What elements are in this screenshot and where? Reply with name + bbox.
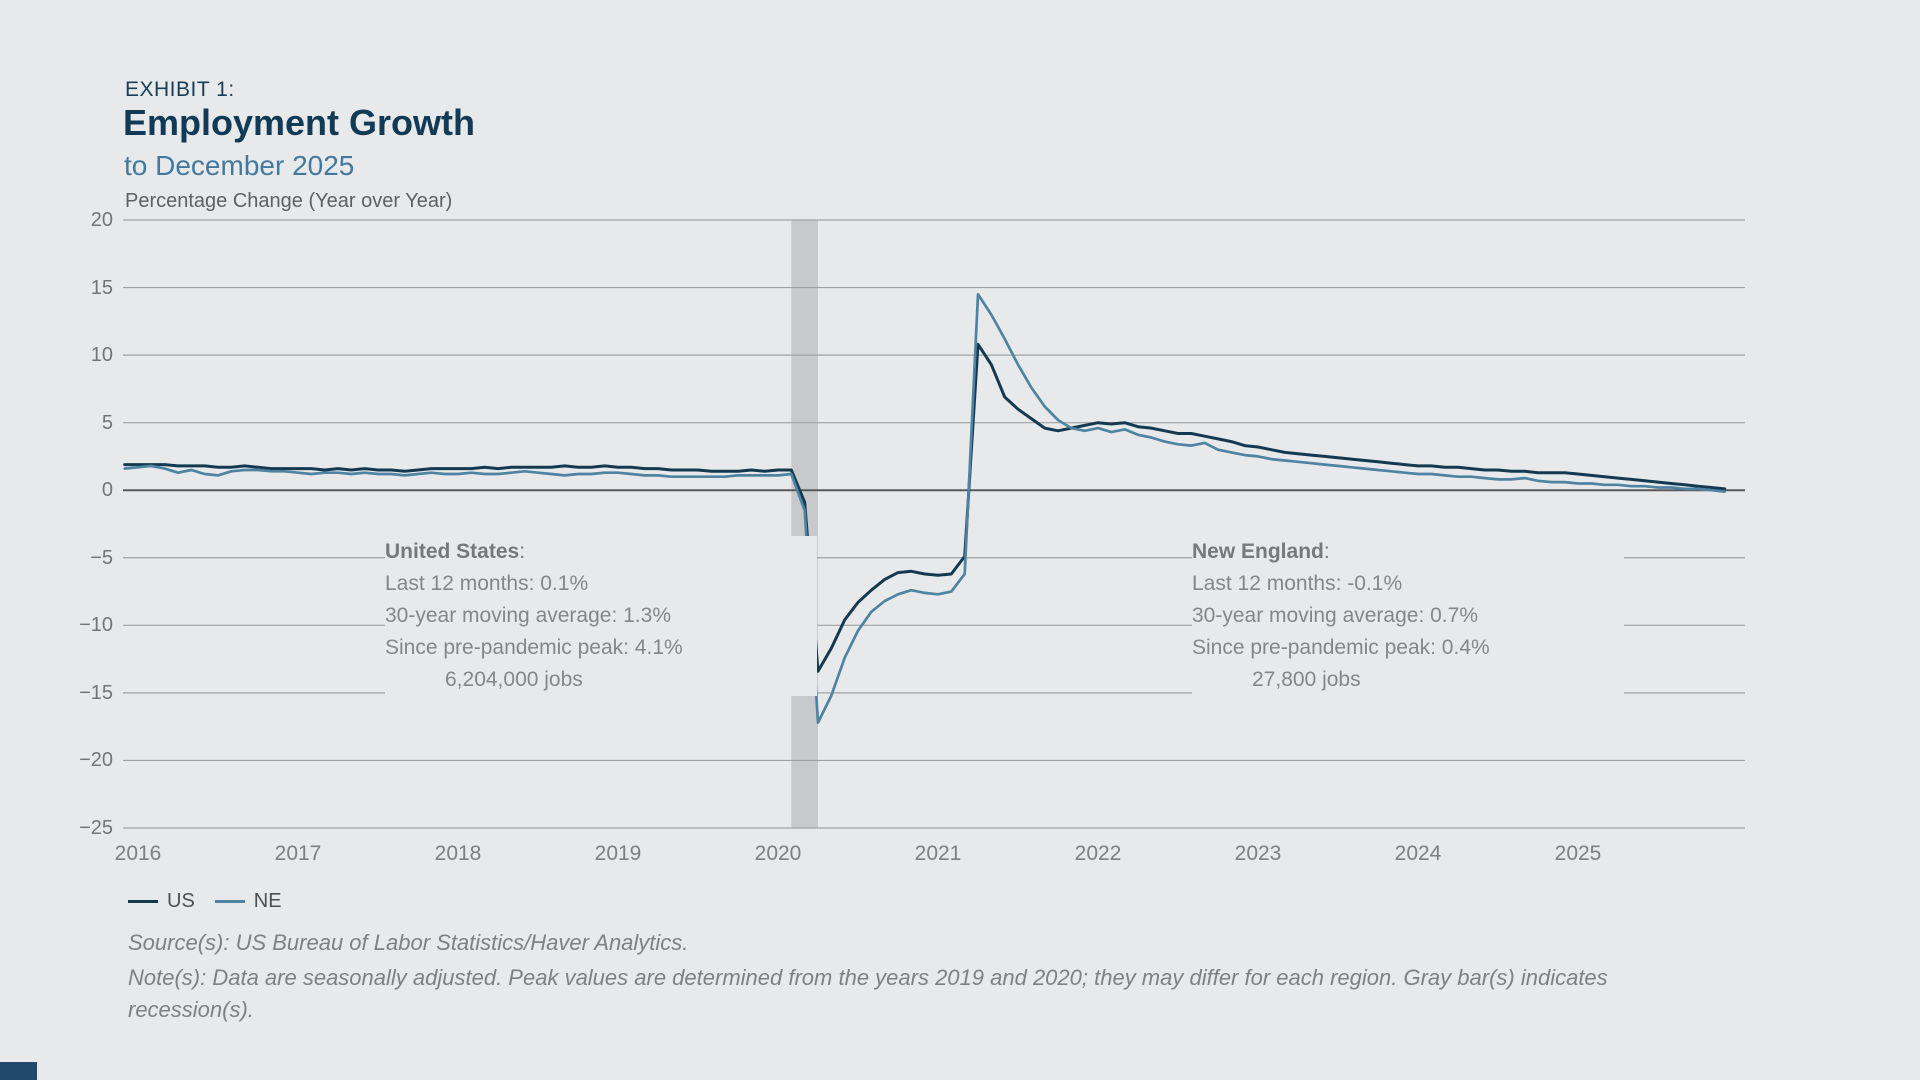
y-tick-label: −25: [79, 817, 113, 839]
chart-legend: US NE: [128, 890, 302, 913]
footnote-line-2: recession(s).: [128, 997, 254, 1022]
us-moving-average: 30-year moving average: 1.3%: [385, 604, 671, 627]
us-last-12-months: Last 12 months: 0.1%: [385, 572, 589, 595]
source-note: Source(s): US Bureau of Labor Statistics…: [128, 930, 689, 955]
y-axis-unit-label: Percentage Change (Year over Year): [125, 190, 453, 212]
x-tick-label: 2023: [1234, 842, 1282, 865]
legend-label-ne: NE: [253, 890, 282, 912]
us-annotation: United States: Last 12 months: 0.1% 30-y…: [385, 536, 817, 696]
x-tick-label: 2024: [1394, 842, 1442, 865]
legend-item-us: US: [128, 890, 195, 913]
exhibit-label: EXHIBIT 1:: [125, 78, 235, 101]
ne-jobs-count: 27,800 jobs: [1252, 668, 1361, 691]
y-tick-label: 10: [90, 344, 113, 367]
x-tick-label: 2017: [274, 842, 322, 865]
us-since-peak: Since pre-pandemic peak: 4.1%: [385, 636, 683, 659]
us-jobs-count: 6,204,000 jobs: [445, 668, 583, 691]
x-tick-label: 2019: [594, 842, 642, 865]
y-tick-label: 5: [101, 411, 113, 434]
ne-last-12-months: Last 12 months: -0.1%: [1192, 572, 1403, 595]
us-line-swatch: [128, 900, 158, 903]
x-tick-label: 2018: [434, 842, 482, 865]
x-tick-label: 2020: [754, 842, 802, 865]
legend-item-ne: NE: [214, 890, 282, 913]
x-tick-label: 2021: [914, 842, 962, 865]
y-tick-label: 20: [90, 209, 113, 231]
ne-since-peak: Since pre-pandemic peak: 0.4%: [1192, 636, 1490, 659]
chart-subtitle: to December 2025: [124, 150, 355, 181]
ne-annotation: New England: Last 12 months: -0.1% 30-ye…: [1192, 536, 1624, 696]
page-corner-accent: [0, 1062, 37, 1080]
y-tick-label: −5: [90, 546, 113, 569]
us-annotation-title: United States:: [385, 540, 526, 563]
ne-annotation-title: New England:: [1192, 540, 1330, 563]
legend-label-us: US: [167, 890, 195, 912]
y-tick-label: −20: [79, 749, 113, 772]
x-tick-label: 2025: [1554, 842, 1602, 865]
y-tick-label: −15: [79, 681, 113, 704]
footnote-line-1: Note(s): Data are seasonally adjusted. P…: [128, 965, 1608, 990]
x-tick-label: 2016: [114, 842, 162, 865]
footnote: Note(s): Data are seasonally adjusted. P…: [128, 962, 1828, 1026]
x-tick-label: 2022: [1074, 842, 1122, 865]
us-line: [123, 342, 1727, 673]
ne-line-swatch: [214, 900, 245, 903]
y-tick-label: −10: [79, 614, 113, 637]
y-tick-label: 0: [101, 479, 113, 502]
chart-title: Employment Growth: [123, 102, 476, 143]
y-tick-label: 15: [90, 276, 113, 299]
ne-moving-average: 30-year moving average: 0.7%: [1192, 604, 1478, 627]
ne-line: [123, 292, 1727, 724]
